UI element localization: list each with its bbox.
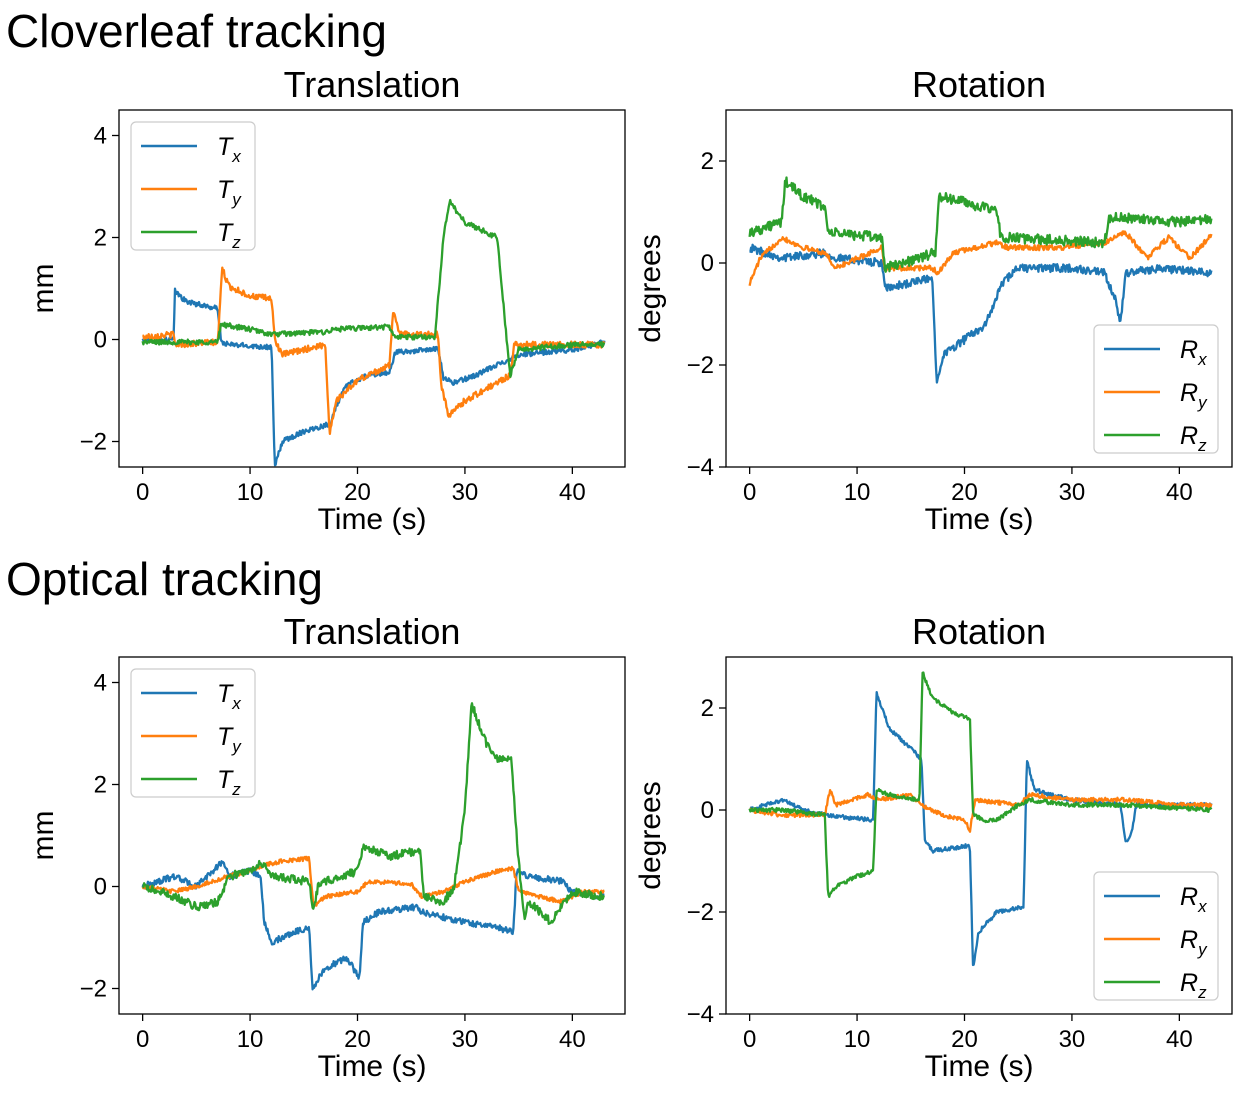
x-tick-label: 30 [1059,479,1086,506]
y-tick-label: −4 [687,454,714,481]
legend-label-tx: Tx [217,680,241,713]
legend-label-tz: Tz [217,219,241,252]
y-tick-label: −2 [687,899,714,926]
x-tick-label: 10 [844,1026,871,1053]
x-tick-label: 40 [1166,479,1193,506]
series-group [141,198,606,467]
series-line-ry [748,230,1213,286]
legend: Tx Ty Tz [130,668,256,799]
y-axis-label: mm [27,264,60,314]
y-axis-label: degrees [634,781,667,889]
x-tick-label: 0 [743,1026,756,1053]
series-line-tz [142,702,605,926]
legend-label-rx: Rx [1180,883,1207,916]
plot-frame [725,656,1233,1015]
x-tick-label: 10 [237,479,264,506]
y-tick-label: 2 [94,225,107,252]
x-tick-label: 10 [237,1026,264,1053]
plot-frame [118,656,626,1015]
series-line-ty [142,266,606,436]
legend-label-rz: Rz [1180,969,1207,1002]
legend: Rx Ry Rz [1093,324,1219,455]
y-tick-label: 2 [94,772,107,799]
series-line-rz [748,671,1213,898]
series-line-rx [748,690,1213,967]
x-tick-label: 0 [136,479,149,506]
section-title-cloverleaf: Cloverleaf tracking [6,5,387,57]
y-tick-label: 0 [701,250,714,277]
x-tick-label: 20 [951,1026,978,1053]
y-tick-label: 0 [701,797,714,824]
series-line-rz [748,176,1213,273]
x-axis-label: Time (s) [925,1050,1034,1083]
x-tick-label: 0 [743,479,756,506]
x-tick-label: 30 [452,479,479,506]
y-tick-label: 0 [94,874,107,901]
y-tick-label: −2 [80,976,107,1003]
chart-title: Rotation [912,64,1046,105]
legend-label-ty: Ty [217,176,242,209]
legend-label-rz: Rz [1180,422,1207,455]
x-tick-label: 0 [136,1026,149,1053]
series-group [748,671,1213,967]
x-tick-label: 40 [1166,1026,1193,1053]
series-line-tx [141,287,606,467]
chart-title: Translation [284,611,461,652]
chart-title: Rotation [912,611,1046,652]
x-axis-label: Time (s) [318,503,427,536]
x-axis-label: Time (s) [925,503,1034,536]
y-tick-label: −4 [687,1001,714,1028]
x-tick-label: 40 [559,1026,586,1053]
y-tick-label: −2 [687,352,714,379]
legend-label-tz: Tz [217,766,241,799]
x-axis-label: Time (s) [318,1050,427,1083]
plot-frame [118,109,626,468]
x-tick-label: 20 [344,479,371,506]
legend-label-rx: Rx [1180,336,1207,369]
section-title-optical: Optical tracking [6,553,324,605]
y-tick-label: −2 [80,429,107,456]
series-line-ry [749,788,1213,833]
x-tick-label: 20 [951,479,978,506]
y-tick-label: 2 [701,148,714,175]
legend: Tx Ty Tz [130,121,256,252]
chart-title: Translation [284,64,461,105]
legend-label-ty: Ty [217,723,242,756]
legend-box [1093,324,1219,454]
x-tick-label: 30 [452,1026,479,1053]
legend-box [130,121,256,251]
y-tick-label: 4 [94,670,107,697]
legend-label-tx: Tx [217,133,241,166]
y-tick-label: 2 [701,695,714,722]
series-line-tz [141,198,606,378]
legend-label-ry: Ry [1180,926,1208,959]
series-line-tx [141,860,605,991]
chart-4: Rotation 0 10 20 30 40 −4 −2 0 2 Time (s) degrees Rx… [634,611,1233,1083]
y-axis-label: degrees [634,234,667,342]
legend-box [1093,871,1219,1001]
x-tick-label: 40 [559,479,586,506]
series-group [748,176,1213,384]
legend-box [130,668,256,798]
y-axis-label: mm [27,811,60,861]
x-tick-label: 30 [1059,1026,1086,1053]
x-tick-label: 10 [844,479,871,506]
legend: Rx Ry Rz [1093,871,1219,1002]
chart-2: Rotation 0 10 20 30 40 −4 −2 0 2 Time (s) degrees Rx… [634,64,1233,536]
series-line-ty [141,855,605,908]
y-tick-label: 4 [94,123,107,150]
legend-label-ry: Ry [1180,379,1208,412]
y-tick-label: 0 [94,327,107,354]
plot-frame [725,109,1233,468]
x-tick-label: 20 [344,1026,371,1053]
series-group [141,702,605,991]
